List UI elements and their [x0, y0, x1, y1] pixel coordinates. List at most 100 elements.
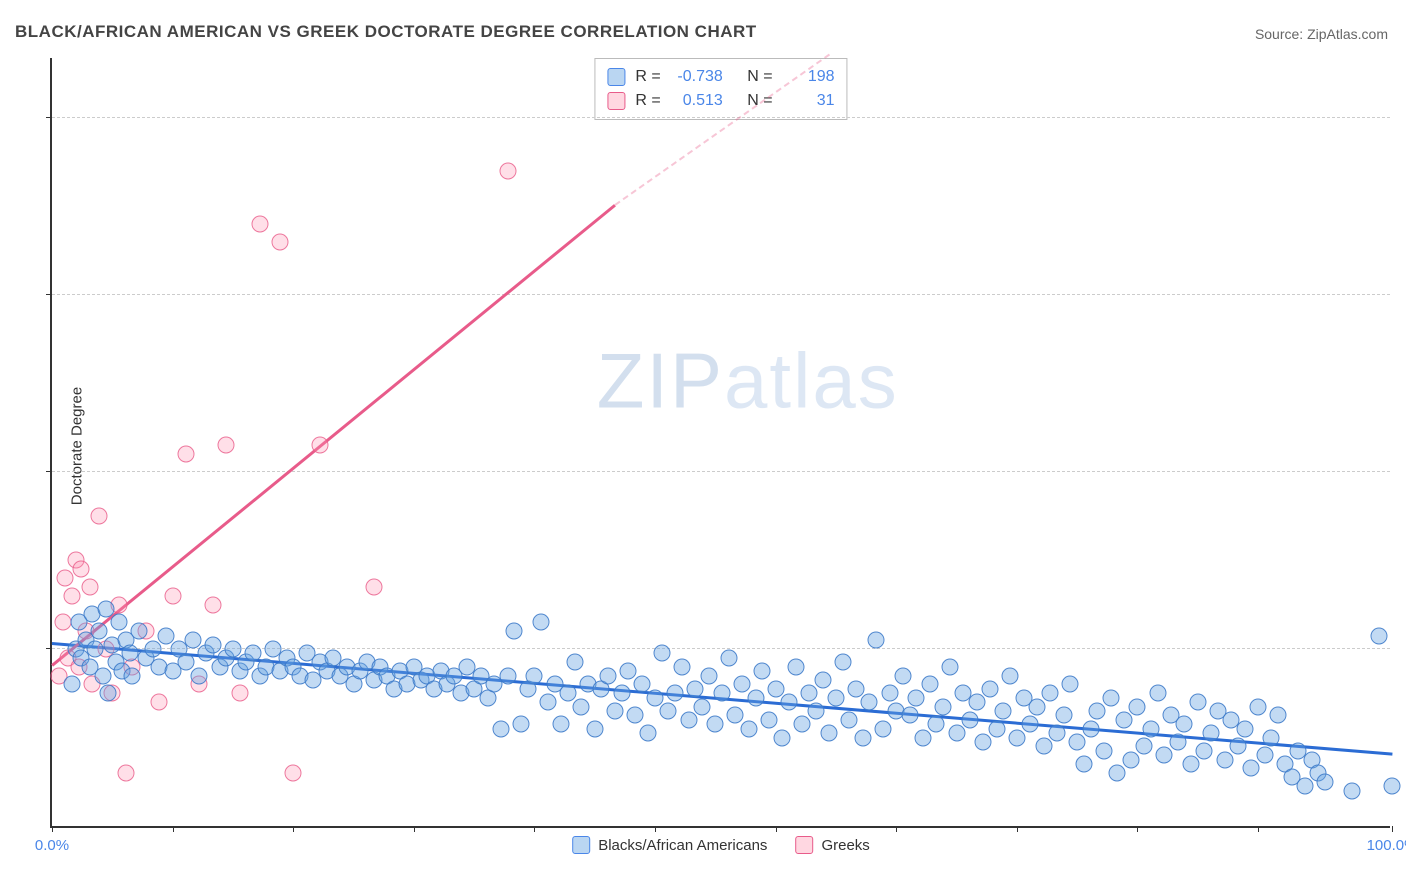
watermark-zip: ZIP	[597, 336, 724, 424]
data-point-blue	[1156, 747, 1173, 764]
data-point-pink	[81, 579, 98, 596]
data-point-blue	[814, 671, 831, 688]
data-point-blue	[633, 676, 650, 693]
data-point-pink	[54, 614, 71, 631]
data-point-blue	[1189, 694, 1206, 711]
x-tick	[896, 826, 897, 832]
data-point-blue	[781, 694, 798, 711]
data-point-blue	[687, 680, 704, 697]
plot-area: ZIPatlas R = -0.738 N = 198 R = 0.513 N …	[50, 58, 1390, 828]
x-tick	[655, 826, 656, 832]
data-point-blue	[97, 601, 114, 618]
data-point-blue	[90, 623, 107, 640]
x-tick	[52, 826, 53, 832]
swatch-pink-icon	[795, 836, 813, 854]
watermark-atlas: atlas	[724, 336, 899, 424]
legend-label-blue: Blacks/African Americans	[598, 837, 767, 854]
data-point-pink	[499, 163, 516, 180]
data-point-blue	[1049, 725, 1066, 742]
data-point-blue	[1216, 751, 1233, 768]
data-point-blue	[178, 654, 195, 671]
data-point-pink	[251, 216, 268, 233]
data-point-blue	[915, 729, 932, 746]
data-point-blue	[720, 649, 737, 666]
gridline	[52, 471, 1390, 472]
data-point-blue	[861, 694, 878, 711]
data-point-blue	[533, 614, 550, 631]
r-value-pink: 0.513	[671, 89, 723, 113]
y-tick	[46, 648, 52, 649]
data-point-blue	[1022, 716, 1039, 733]
data-point-pink	[164, 587, 181, 604]
data-point-blue	[1136, 738, 1153, 755]
y-tick	[46, 117, 52, 118]
data-point-blue	[827, 689, 844, 706]
swatch-blue-icon	[572, 836, 590, 854]
source-link[interactable]: ZipAtlas.com	[1307, 26, 1388, 42]
data-point-pink	[90, 508, 107, 525]
data-point-blue	[1203, 725, 1220, 742]
source-label: Source: ZipAtlas.com	[1255, 26, 1388, 42]
data-point-pink	[204, 596, 221, 613]
watermark: ZIPatlas	[597, 335, 899, 426]
data-point-blue	[968, 694, 985, 711]
data-point-blue	[700, 667, 717, 684]
data-point-blue	[1142, 720, 1159, 737]
data-point-blue	[559, 685, 576, 702]
data-point-blue	[707, 716, 724, 733]
data-point-blue	[224, 641, 241, 658]
stats-row-pink: R = 0.513 N = 31	[607, 89, 834, 113]
data-point-pink	[231, 685, 248, 702]
gridline	[52, 117, 1390, 118]
data-point-blue	[1176, 716, 1193, 733]
data-point-blue	[894, 667, 911, 684]
data-point-blue	[1102, 689, 1119, 706]
data-point-blue	[868, 632, 885, 649]
data-point-pink	[64, 587, 81, 604]
data-point-blue	[801, 685, 818, 702]
data-point-blue	[935, 698, 952, 715]
data-point-pink	[57, 570, 74, 587]
y-tick-label: 2.0%	[1394, 624, 1406, 641]
data-point-blue	[566, 654, 583, 671]
x-tick-label: 0.0%	[35, 837, 69, 854]
data-point-blue	[1095, 742, 1112, 759]
data-point-blue	[94, 667, 111, 684]
x-tick	[1392, 826, 1393, 832]
gridline	[52, 294, 1390, 295]
data-point-blue	[874, 720, 891, 737]
data-point-blue	[908, 689, 925, 706]
x-tick-label: 100.0%	[1367, 837, 1406, 854]
r-label: R =	[635, 65, 660, 89]
data-point-blue	[1122, 751, 1139, 768]
data-point-blue	[848, 680, 865, 697]
data-point-blue	[526, 667, 543, 684]
data-point-blue	[948, 725, 965, 742]
data-point-blue	[1055, 707, 1072, 724]
y-tick-label: 8.0%	[1394, 92, 1406, 109]
data-point-blue	[647, 689, 664, 706]
data-point-blue	[553, 716, 570, 733]
legend-bottom: Blacks/African Americans Greeks	[572, 836, 870, 854]
data-point-blue	[492, 720, 509, 737]
data-point-blue	[1082, 720, 1099, 737]
data-point-blue	[807, 702, 824, 719]
data-point-blue	[941, 658, 958, 675]
data-point-blue	[1035, 738, 1052, 755]
data-point-blue	[157, 627, 174, 644]
data-point-blue	[1002, 667, 1019, 684]
data-point-blue	[606, 702, 623, 719]
data-point-blue	[1270, 707, 1287, 724]
data-point-blue	[667, 685, 684, 702]
chart-title: BLACK/AFRICAN AMERICAN VS GREEK DOCTORAT…	[15, 22, 757, 42]
data-point-blue	[673, 658, 690, 675]
data-point-blue	[714, 685, 731, 702]
data-point-pink	[218, 437, 235, 454]
data-point-blue	[727, 707, 744, 724]
x-tick	[293, 826, 294, 832]
n-label: N =	[747, 65, 772, 89]
data-point-blue	[660, 702, 677, 719]
data-point-blue	[499, 667, 516, 684]
data-point-blue	[1169, 733, 1186, 750]
data-point-blue	[64, 676, 81, 693]
